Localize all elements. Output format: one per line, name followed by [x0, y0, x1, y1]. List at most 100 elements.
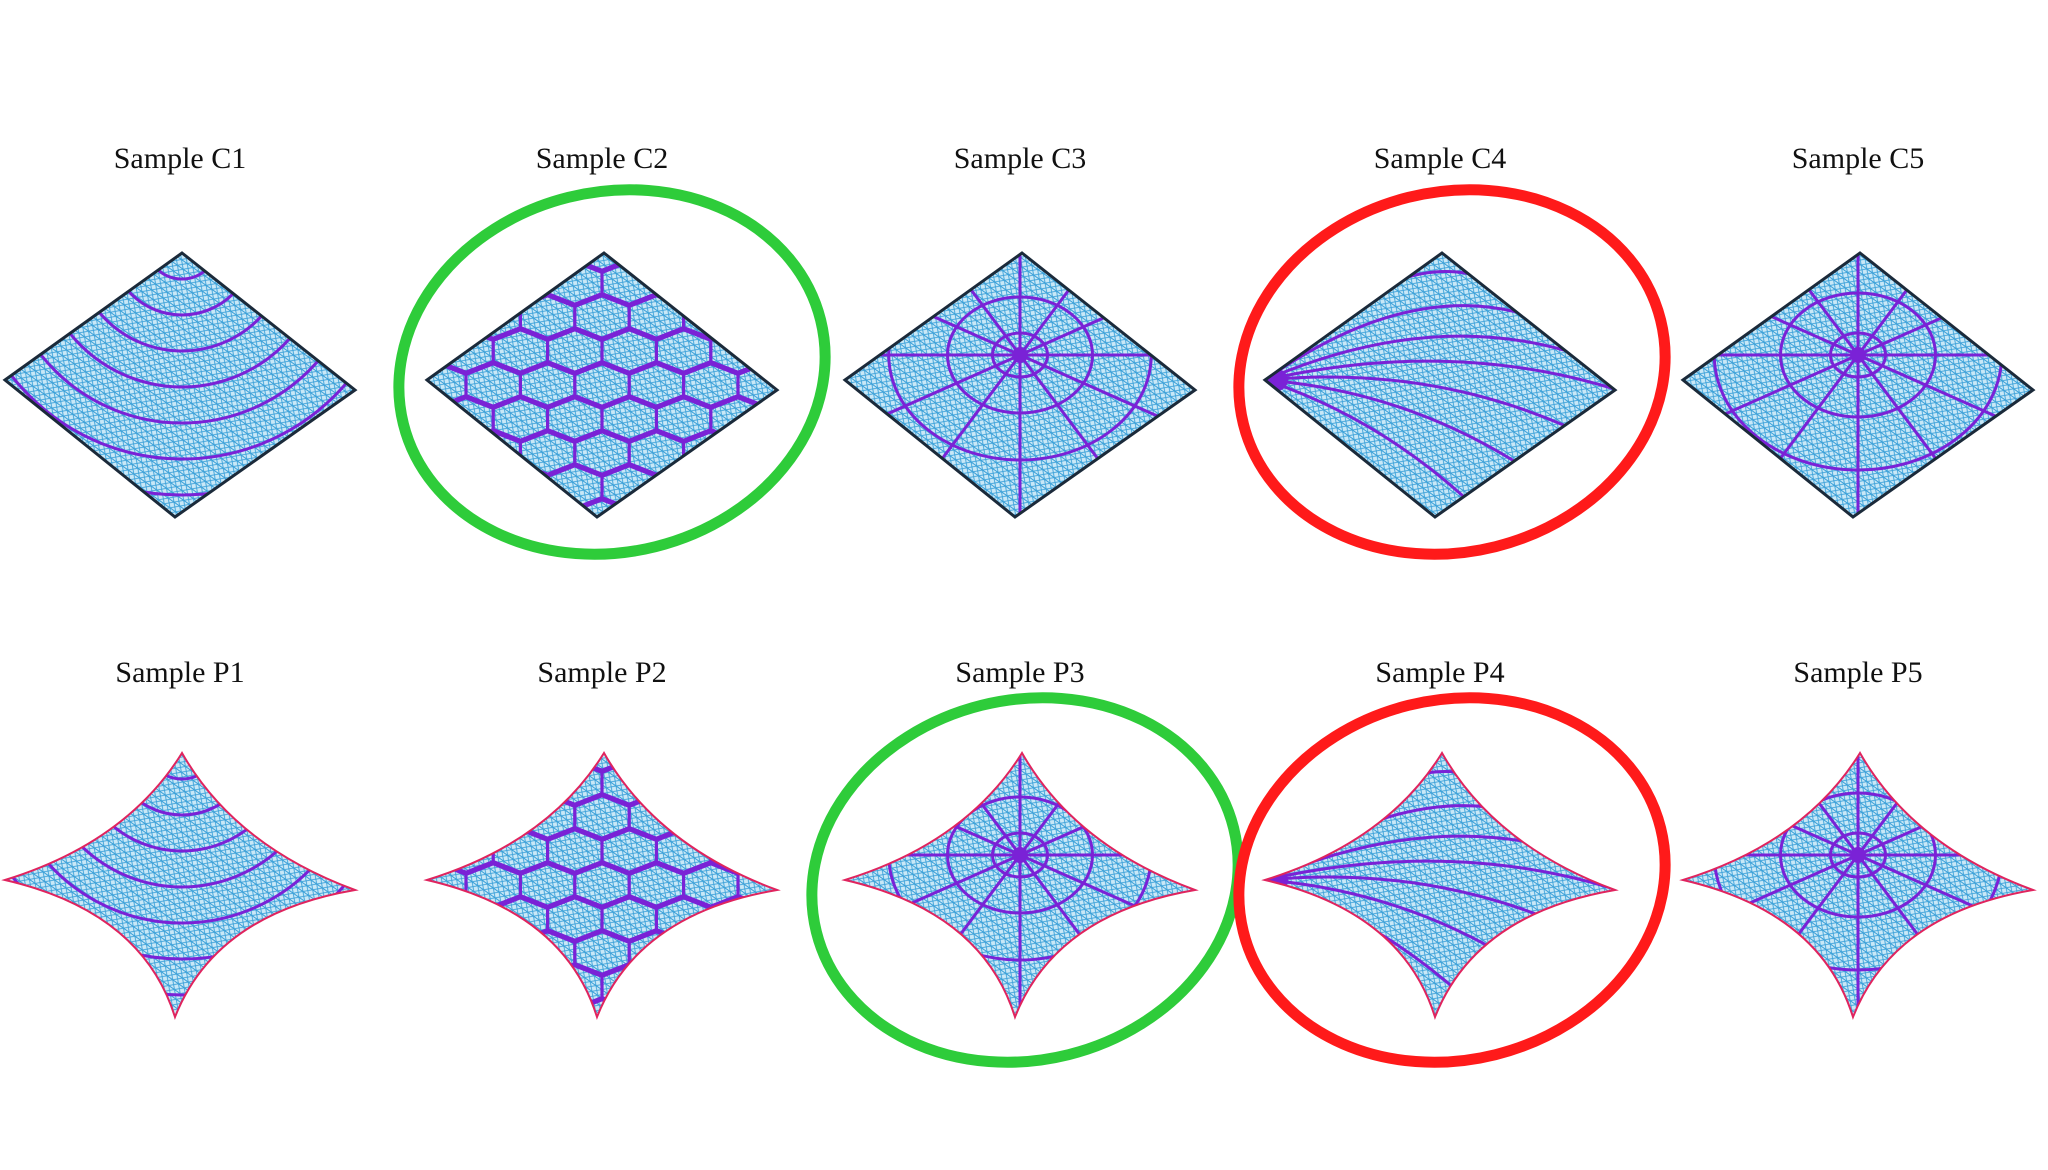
rib-arc: [5, 253, 355, 497]
rib-arc: [5, 753, 355, 997]
rib-fan: [1265, 378, 1465, 498]
rib-arc: [144, 253, 220, 281]
web-hub: [1012, 347, 1028, 363]
cell: [249, 932, 303, 974]
cell: [303, 1068, 357, 1110]
cell: [276, 966, 330, 1008]
cell: [901, 568, 955, 610]
highlight-red-ellipse: [1233, 692, 1671, 1068]
cell: [412, 160, 466, 202]
cell: [929, 762, 983, 804]
cell: [276, 762, 330, 804]
cell: [820, 466, 874, 508]
cell: [276, 534, 330, 576]
cell: [385, 1034, 439, 1076]
cell: [521, 568, 575, 610]
rib-arc: [5, 253, 355, 461]
cell: [330, 694, 384, 736]
cell: [439, 694, 493, 736]
shell-edge: [1, 751, 359, 1021]
cell: [519, 498, 577, 517]
web-spoke: [1019, 853, 1195, 957]
rib-arc: [108, 753, 256, 817]
cell: [427, 930, 468, 976]
cell: [330, 1034, 384, 1076]
cell: [249, 1068, 303, 1110]
cell: [330, 830, 384, 872]
cell: [736, 753, 777, 772]
cell: [657, 694, 711, 736]
cell: [249, 228, 303, 270]
ribs: [845, 253, 1195, 517]
cell: [357, 1068, 411, 1110]
cell: [303, 568, 357, 610]
cell: [738, 160, 792, 202]
panel-title: Sample C4: [1374, 142, 1507, 175]
cell: [385, 534, 439, 576]
web-hub: [1012, 847, 1028, 863]
cell: [793, 568, 847, 610]
cell: [847, 660, 901, 702]
cell: [330, 898, 384, 940]
cell: [847, 568, 901, 610]
cell: [736, 294, 777, 340]
cell: [437, 964, 495, 1010]
web-ring: [946, 795, 1094, 915]
cell: [303, 500, 357, 542]
shell-edge: [423, 751, 781, 1021]
cell: [330, 762, 384, 804]
cell: [629, 568, 683, 610]
cell: [303, 796, 357, 838]
cell: [437, 896, 495, 942]
cell: [874, 762, 928, 804]
cell: [357, 568, 411, 610]
highlight-red-ellipse: [1233, 184, 1671, 560]
rib-fan: [1265, 359, 1614, 391]
cell: [765, 694, 819, 736]
rib-fan: [1265, 304, 1517, 382]
cell: [276, 194, 330, 236]
cell: [738, 1068, 792, 1110]
web-hub: [1850, 847, 1866, 863]
cell: [491, 964, 549, 1010]
cell: [427, 896, 441, 942]
cell: [427, 828, 441, 874]
cell: [684, 660, 738, 702]
cell: [736, 930, 777, 976]
cell: [682, 794, 740, 840]
rib-fan: [1265, 859, 1614, 891]
panel-title: Sample C1: [114, 142, 247, 175]
cell: [464, 998, 522, 1017]
cell: [464, 430, 522, 476]
mesh-surface: [5, 253, 355, 517]
cell: [901, 500, 955, 542]
cell: [793, 864, 847, 906]
cell: [439, 1034, 493, 1076]
cell: [602, 694, 656, 736]
cell: [627, 753, 685, 772]
cell: [330, 398, 384, 440]
cell: [874, 534, 928, 576]
cell: [466, 1068, 520, 1110]
rib-fan: [1265, 875, 1566, 927]
cell: [357, 932, 411, 974]
panel-sample-p4: Sample P4: [1233, 656, 1671, 1068]
cell: [357, 864, 411, 906]
mesh-surface: [427, 753, 777, 1017]
cell: [357, 500, 411, 542]
cell: [464, 794, 522, 840]
cell: [711, 534, 765, 576]
cell: [427, 998, 468, 1017]
cell: [820, 534, 874, 576]
web-ring: [991, 831, 1049, 879]
mesh-surface: [1265, 753, 1615, 1017]
cell: [874, 262, 928, 304]
highlight-green-ellipse: [806, 692, 1244, 1068]
rib-arc: [144, 753, 220, 781]
cell: [763, 328, 777, 374]
cell: [929, 966, 983, 1008]
cell: [249, 796, 303, 838]
cell: [847, 160, 901, 202]
cell: [493, 694, 547, 736]
cell: [793, 1000, 847, 1042]
